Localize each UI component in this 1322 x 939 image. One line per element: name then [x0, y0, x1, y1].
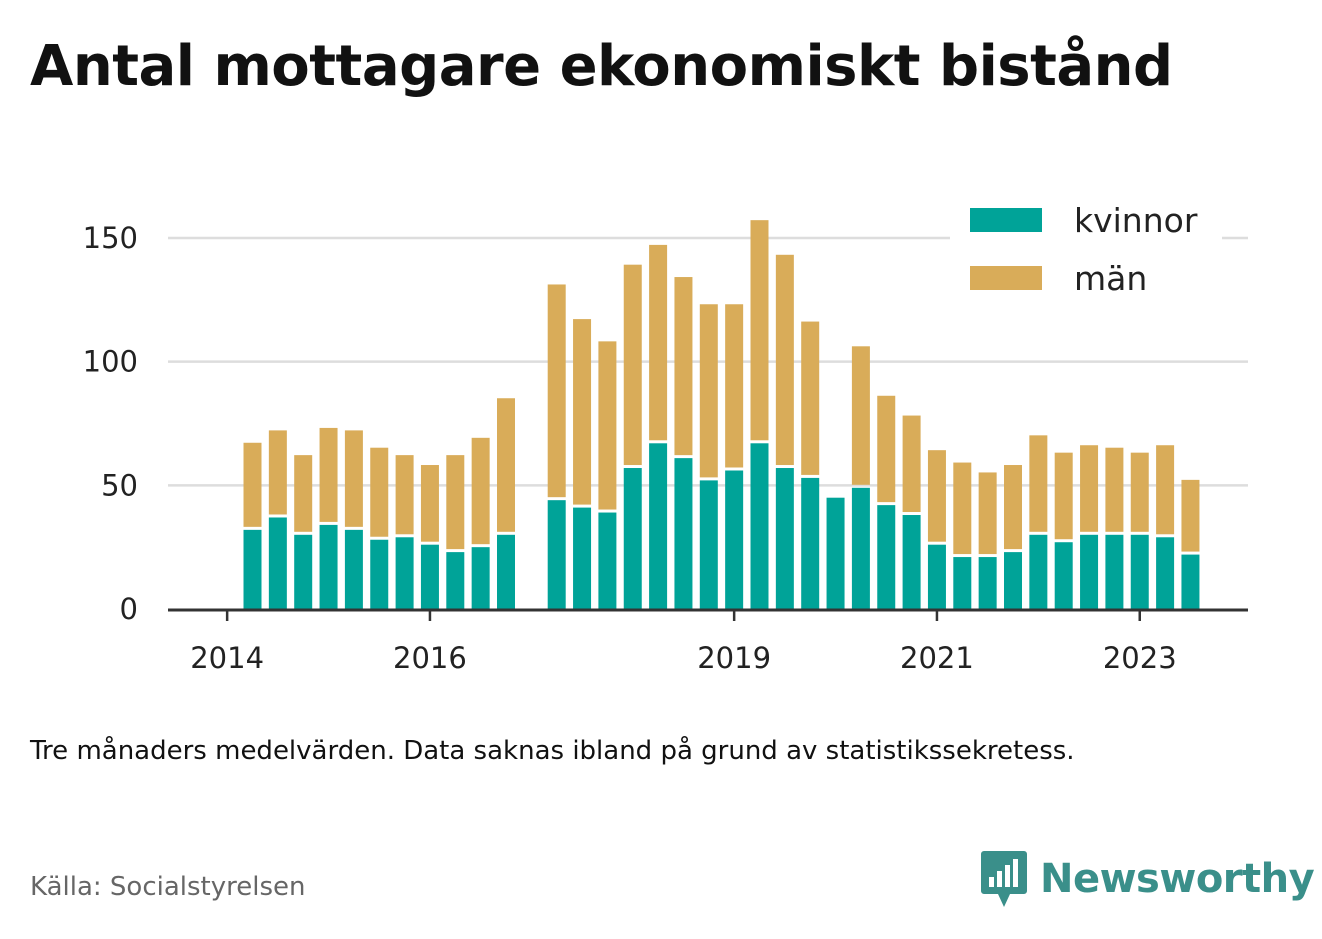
x-tick-label: 2016: [393, 641, 467, 675]
bar-man: [547, 284, 566, 498]
bar-man: [953, 462, 972, 555]
bar-kvinnor: [497, 534, 515, 609]
bar-man: [902, 415, 921, 513]
x-tick-label: 2014: [190, 641, 264, 675]
bar-kvinnor: [598, 512, 617, 609]
bar-man: [699, 304, 718, 478]
bar-kvinnor: [1105, 534, 1124, 609]
bar-kvinnor: [573, 507, 592, 609]
bar-kvinnor: [1054, 542, 1073, 609]
bar-man: [1004, 465, 1022, 550]
bar-kvinnor: [953, 557, 972, 609]
bar-kvinnor: [1004, 552, 1022, 609]
bar-man: [344, 430, 363, 527]
bar-man: [294, 455, 313, 532]
bar-kvinnor: [725, 470, 744, 609]
bar-kvinnor: [471, 547, 490, 609]
bars: [243, 220, 1200, 609]
y-tick-label: 0: [120, 592, 138, 626]
bar-man: [395, 455, 414, 535]
bar-man: [978, 472, 997, 555]
bar-man: [1181, 479, 1200, 552]
x-axis: 2014 2016 2019 2021 2023: [168, 608, 1248, 675]
bar-man: [1156, 445, 1175, 535]
bar-man: [420, 465, 439, 542]
bar-man: [471, 437, 490, 545]
legend-swatch-man: [970, 266, 1042, 290]
bar-man: [725, 304, 744, 468]
bar-kvinnor: [395, 537, 414, 609]
bar-kvinnor: [826, 497, 845, 609]
bar-kvinnor: [268, 517, 287, 609]
bar-man: [623, 264, 642, 466]
bar-man: [319, 427, 338, 522]
bar-man: [750, 220, 769, 441]
bar-man: [674, 277, 693, 456]
bar-kvinnor: [902, 515, 921, 609]
bar-kvinnor: [1156, 537, 1175, 609]
brand-name: Newsworthy: [1040, 856, 1315, 902]
legend-label-man: män: [1074, 259, 1147, 298]
y-tick-label: 100: [83, 345, 138, 379]
bar-man: [851, 346, 870, 485]
bar-kvinnor: [699, 480, 718, 609]
bar-kvinnor: [547, 500, 566, 609]
bar-kvinnor: [1181, 554, 1200, 609]
bar-man: [1130, 452, 1149, 532]
bar-kvinnor: [978, 557, 997, 609]
legend: kvinnor män: [950, 196, 1222, 316]
bar-man: [370, 447, 389, 537]
bar-man: [877, 395, 896, 503]
bar-kvinnor: [775, 468, 794, 609]
legend-swatch-kvinnor: [970, 208, 1042, 232]
bar-man: [497, 398, 515, 532]
bar-kvinnor: [1080, 534, 1099, 609]
bar-man: [268, 430, 287, 515]
legend-label-kvinnor: kvinnor: [1074, 201, 1198, 240]
chart-note: Tre månaders medelvärden. Data saknas ib…: [30, 736, 1075, 766]
bar-kvinnor: [623, 468, 642, 609]
bar-kvinnor: [446, 552, 465, 609]
x-tick-label: 2023: [1103, 641, 1177, 675]
x-tick-label: 2019: [697, 641, 771, 675]
y-tick-label: 50: [101, 468, 138, 502]
bar-kvinnor: [319, 524, 338, 609]
bar-kvinnor: [801, 477, 820, 609]
bar-kvinnor: [877, 505, 896, 609]
bar-man: [1054, 452, 1073, 540]
source-text: Källa: Socialstyrelsen: [30, 872, 306, 902]
y-tick-label: 150: [83, 221, 138, 255]
bar-kvinnor: [344, 529, 363, 609]
bar-man: [1105, 447, 1124, 532]
bar-man: [649, 244, 668, 441]
bar-man: [446, 455, 465, 550]
bar-kvinnor: [243, 529, 262, 609]
chart-title: Antal mottagare ekonomiskt bistånd: [30, 34, 1173, 99]
bar-chart-speech-bubble-icon: [981, 851, 1027, 907]
bar-kvinnor: [674, 458, 693, 609]
bar-kvinnor: [750, 443, 769, 609]
bar-kvinnor: [649, 443, 668, 609]
bar-kvinnor: [1130, 534, 1149, 609]
bar-kvinnor: [1029, 534, 1048, 609]
bar-man: [243, 442, 262, 527]
bar-man: [775, 254, 794, 466]
bar-man: [598, 341, 617, 510]
bar-man: [1080, 445, 1099, 532]
bar-kvinnor: [294, 534, 313, 609]
bar-kvinnor: [370, 539, 389, 609]
x-tick-label: 2021: [900, 641, 974, 675]
bar-man: [801, 321, 820, 475]
brand-logo: Newsworthy: [980, 848, 1315, 910]
bar-kvinnor: [851, 487, 870, 609]
bar-man: [573, 319, 592, 505]
bar-kvinnor: [420, 544, 439, 609]
bar-man: [1029, 435, 1048, 532]
bar-kvinnor: [927, 544, 946, 609]
y-axis-tick-labels: 0 50 100 150: [83, 221, 138, 626]
bar-man: [927, 450, 946, 542]
